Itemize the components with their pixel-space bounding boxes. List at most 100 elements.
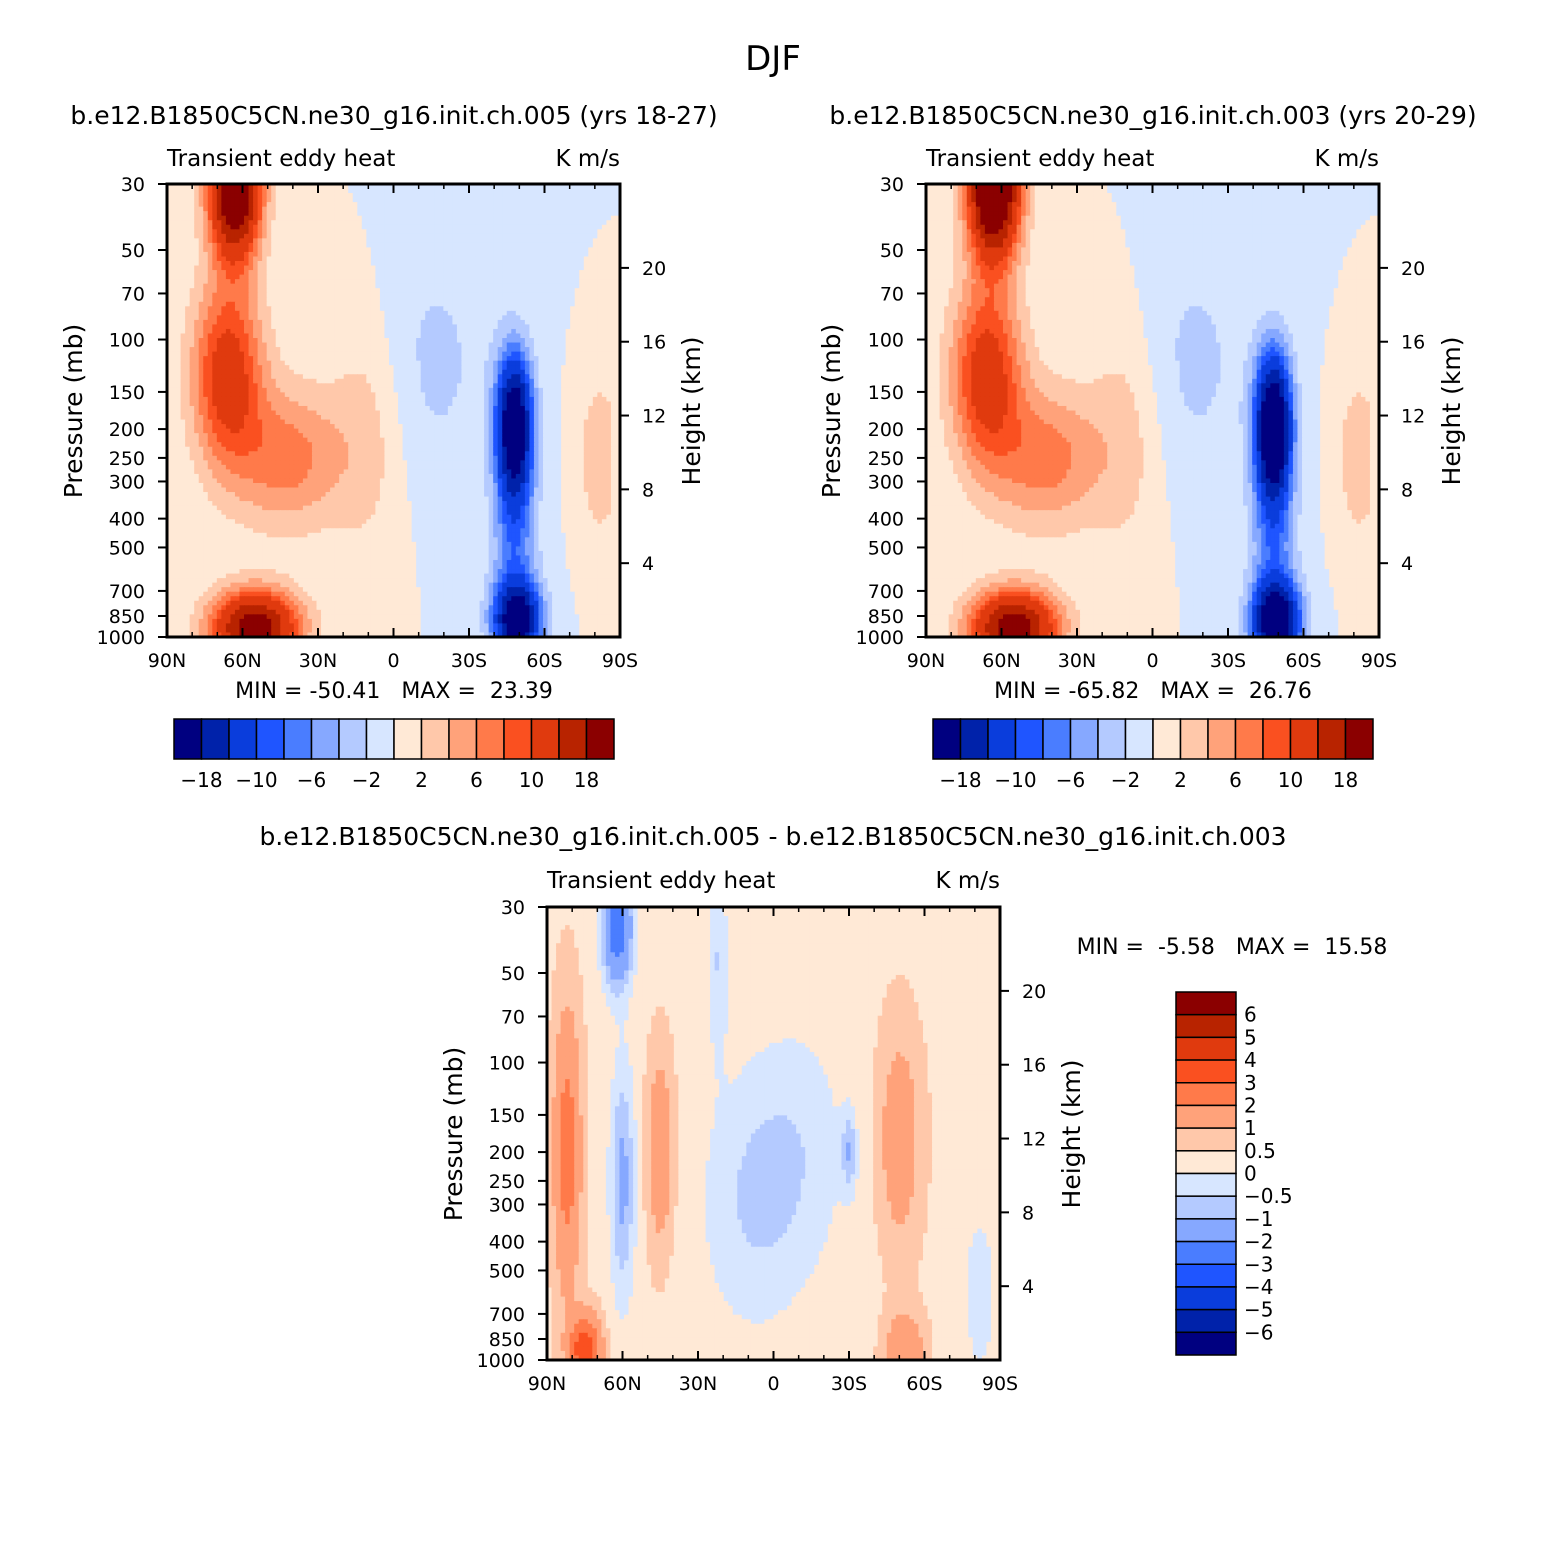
contour-cell (379, 324, 386, 330)
contour-cell (452, 315, 458, 321)
contour-cell (262, 342, 268, 348)
contour-cell (420, 347, 426, 353)
contour-cell (488, 306, 494, 312)
contour-cell (533, 229, 540, 235)
contour-cell (506, 383, 512, 389)
contour-cell (465, 229, 472, 235)
contour-cell (393, 374, 399, 380)
contour-cell (307, 365, 313, 371)
contour-cell (538, 211, 544, 217)
contour-cell (452, 238, 458, 244)
contour-cell (601, 401, 608, 407)
contour-cell (280, 333, 286, 339)
contour-cell (515, 202, 521, 208)
contour-cell (615, 188, 620, 194)
contour-cell (502, 265, 508, 271)
contour-cell (302, 310, 309, 316)
contour-cell (257, 224, 263, 230)
contour-cell (366, 347, 372, 353)
contour-cell (583, 242, 589, 249)
contour-cell (348, 229, 354, 235)
contour-cell (171, 279, 177, 285)
contour-cell (601, 392, 608, 398)
contour-cell (180, 215, 186, 221)
contour-cell (379, 351, 386, 357)
contour-cell (506, 197, 512, 203)
contour-cell (438, 360, 444, 366)
contour-cell (542, 261, 549, 267)
contour-cell (511, 256, 517, 262)
contour-cell (370, 338, 376, 344)
contour-cell (189, 288, 195, 294)
contour-cell (244, 184, 250, 190)
contour-cell (289, 310, 295, 316)
contour-cell (515, 333, 521, 339)
contour-cell (343, 347, 349, 353)
contour-cell (284, 333, 290, 339)
contour-cell (384, 401, 390, 407)
contour-cell (447, 360, 453, 366)
contour-cell (615, 279, 620, 285)
contour-cell (194, 283, 200, 289)
contour-cell (434, 215, 440, 221)
contour-cell (484, 202, 490, 208)
contour-cell (533, 387, 540, 393)
contour-cell (502, 360, 508, 366)
contour-cell (325, 215, 331, 221)
contour-cell (561, 356, 567, 362)
contour-cell (556, 206, 562, 212)
contour-cell (542, 324, 549, 330)
contour-cell (411, 265, 417, 271)
contour-cell (198, 405, 204, 412)
contour-cell (398, 324, 404, 330)
contour-cell (570, 378, 576, 384)
contour-cell (361, 297, 367, 303)
contour-cell (465, 310, 472, 316)
contour-cell (429, 387, 435, 393)
contour-cell (470, 238, 476, 244)
contour-cell (493, 274, 499, 280)
contour-cell (302, 238, 309, 244)
contour-cell (579, 360, 585, 366)
contour-cell (216, 387, 222, 393)
contour-cell (470, 310, 476, 316)
contour-cell (234, 224, 241, 230)
contour-cell (361, 206, 367, 212)
contour-cell (547, 383, 553, 389)
contour-cell (610, 224, 617, 230)
contour-cell (456, 324, 463, 330)
contour-cell (375, 193, 381, 199)
contour-cell (266, 215, 272, 221)
contour-cell (289, 338, 295, 344)
contour-cell (284, 292, 290, 298)
contour-cell (538, 270, 544, 276)
contour-cell (438, 306, 444, 312)
contour-cell (606, 292, 612, 298)
contour-cell (552, 324, 558, 330)
contour-cell (325, 242, 331, 249)
contour-cell (488, 229, 494, 235)
contour-cell (384, 342, 390, 348)
contour-cell (275, 279, 281, 285)
contour-cell (334, 324, 340, 330)
contour-cell (434, 279, 440, 285)
contour-cell (579, 310, 585, 316)
contour-cell (588, 324, 594, 330)
contour-cell (447, 242, 453, 249)
contour-cell (416, 315, 422, 321)
contour-cell (461, 247, 467, 253)
contour-cell (180, 297, 186, 303)
contour-cell (271, 306, 277, 312)
contour-cell (289, 220, 295, 226)
contour-cell (230, 256, 236, 262)
contour-cell (579, 256, 585, 262)
contour-cell (411, 197, 417, 203)
contour-cell (425, 387, 431, 393)
contour-cell (402, 383, 408, 389)
contour-cell (524, 369, 530, 375)
contour-cell (488, 347, 494, 353)
contour-cell (470, 202, 476, 208)
contour-cell (198, 338, 204, 344)
contour-cell (266, 206, 272, 212)
contour-cell (293, 315, 299, 321)
